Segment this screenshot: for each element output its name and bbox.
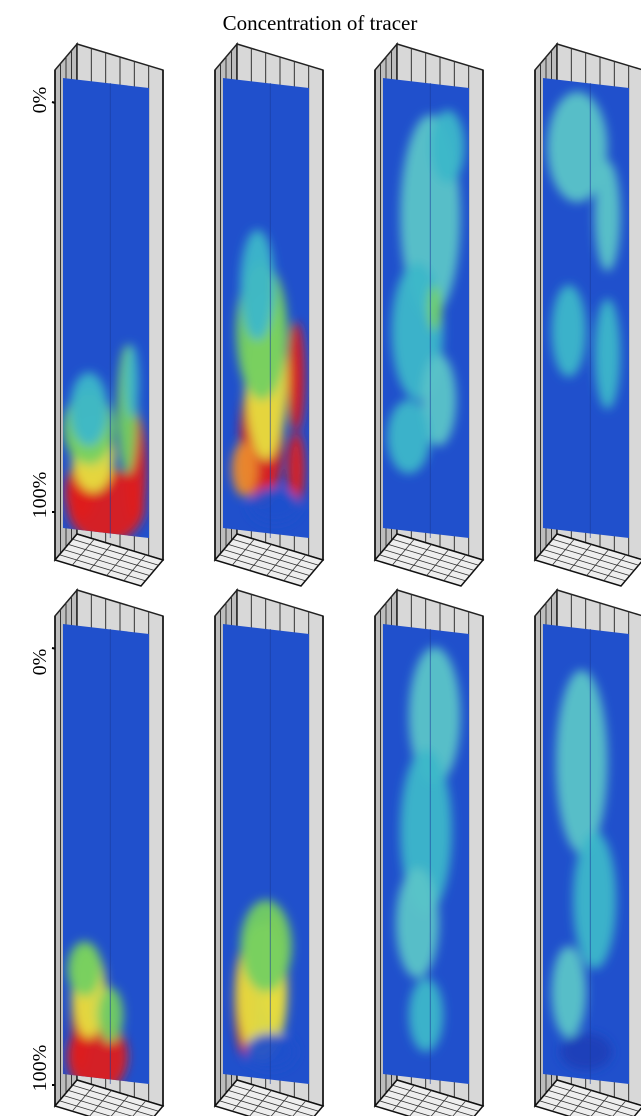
contour-patch bbox=[249, 487, 301, 524]
contour-patch bbox=[288, 322, 305, 432]
contours bbox=[234, 900, 296, 1070]
slice bbox=[223, 624, 309, 1084]
contour-patch bbox=[573, 831, 616, 969]
figure: Concentration of tracer 0% 100% 0% 100% bbox=[0, 0, 641, 1116]
slice bbox=[223, 78, 309, 538]
column bbox=[375, 590, 483, 1116]
slice bbox=[383, 78, 469, 538]
column bbox=[535, 44, 641, 586]
column bbox=[215, 44, 323, 586]
contour-patch bbox=[396, 868, 439, 978]
slice bbox=[543, 78, 629, 538]
slice bbox=[63, 78, 149, 543]
contour-patch bbox=[70, 372, 108, 446]
column bbox=[55, 44, 163, 586]
column bbox=[215, 590, 323, 1116]
top-label: 0% bbox=[29, 87, 51, 114]
contour-patch bbox=[560, 1033, 612, 1070]
contour-patch bbox=[387, 400, 430, 474]
contour-patch bbox=[125, 345, 139, 419]
contour-patch bbox=[552, 285, 586, 377]
contour-patch bbox=[428, 285, 442, 331]
contour-patch bbox=[232, 441, 258, 496]
top-label: 0% bbox=[29, 649, 51, 676]
contour-patch bbox=[240, 900, 292, 992]
slice bbox=[543, 624, 629, 1084]
contour-patch bbox=[595, 299, 621, 409]
bottom-label: 100% bbox=[29, 1045, 51, 1092]
column bbox=[55, 590, 163, 1116]
contour-patch bbox=[552, 946, 586, 1038]
contour-patch bbox=[240, 230, 274, 340]
contour-patch bbox=[595, 161, 621, 271]
contour-patch bbox=[556, 670, 608, 854]
contour-patch bbox=[67, 941, 101, 996]
contour-patch bbox=[409, 978, 443, 1052]
bottom-label: 100% bbox=[29, 472, 51, 519]
slice bbox=[383, 624, 469, 1084]
figure-title: Concentration of tracer bbox=[223, 11, 418, 35]
column bbox=[375, 44, 483, 586]
page: {"title": "Concentration of tracer", "ro… bbox=[0, 0, 641, 1116]
contour-patch bbox=[430, 110, 464, 184]
column bbox=[535, 590, 641, 1116]
slice bbox=[63, 624, 149, 1093]
